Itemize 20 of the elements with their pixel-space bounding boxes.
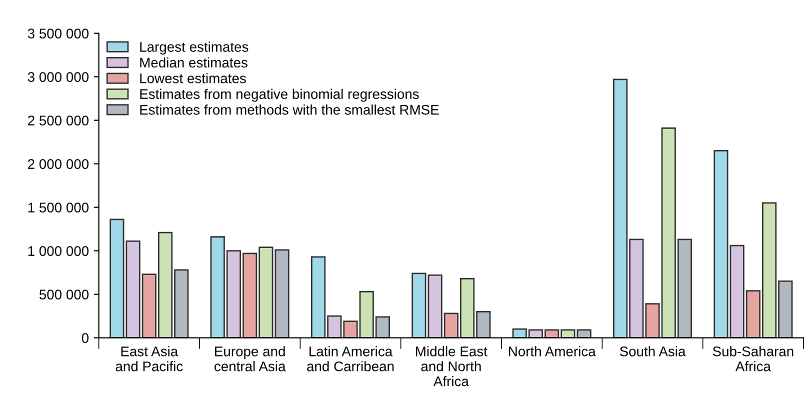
legend-label: Estimates from methods with the smallest RMSE — [140, 104, 439, 115]
y-tick-label: 3 000 000 — [28, 72, 89, 82]
x-tick-label: North America — [508, 346, 596, 356]
y-tick-label: 500 000 — [39, 290, 89, 300]
x-tick-label: Latin America and Carribean — [307, 346, 394, 372]
legend-label: Largest estimates — [140, 42, 248, 55]
y-tick-label: 2 000 000 — [28, 159, 89, 169]
y-tick-label: 1 500 000 — [28, 202, 89, 212]
x-tick-label: Middle East and North Africa — [416, 346, 488, 386]
legend-label: Estimates from negative binomial regressions — [140, 88, 419, 102]
y-tick-label: 3 500 000 — [28, 28, 89, 38]
x-tick-label: South Asia — [620, 346, 686, 356]
legend-label: Median estimates — [140, 57, 248, 68]
x-tick-label: East Asia and Pacific — [116, 346, 183, 372]
x-tick-label: Sub-Saharan Africa — [712, 346, 794, 372]
y-tick-label: 0 — [82, 333, 89, 343]
y-tick-label: 1 000 000 — [28, 246, 89, 256]
legend-label: Lowest estimates — [140, 73, 246, 84]
x-tick-label: Europe and central Asia — [214, 346, 286, 372]
y-tick-label: 2 500 000 — [28, 116, 89, 126]
